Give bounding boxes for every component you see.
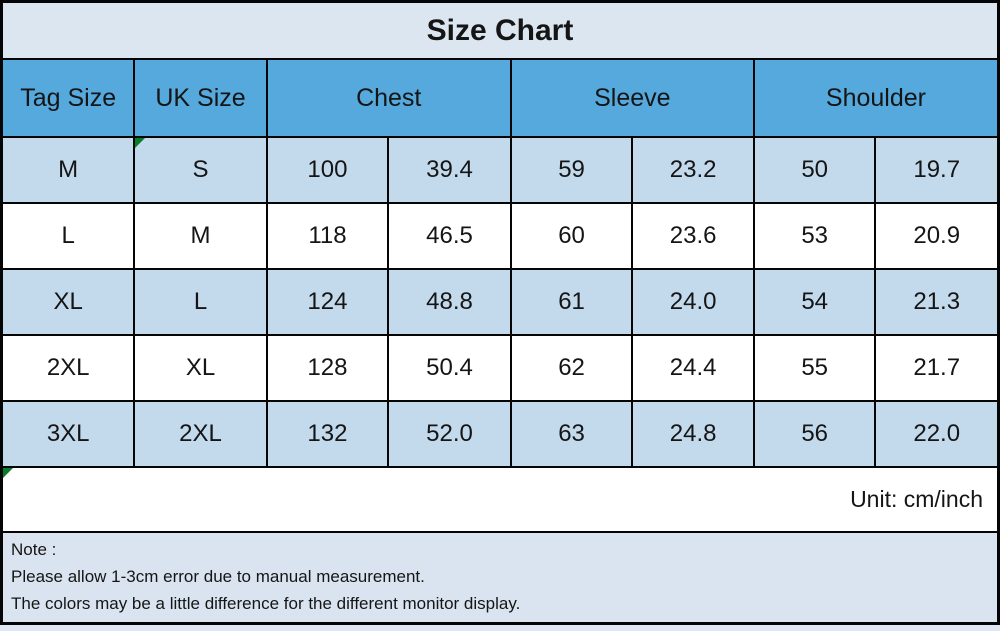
table-cell-sleeve-cm: 63 [511, 402, 632, 466]
table-cell-shoulder-inch: 21.3 [876, 270, 997, 334]
table-cell-shoulder-cm: 54 [754, 270, 875, 334]
column-header-uk-size: UK Size [135, 60, 266, 136]
table-cell-uk-size: M [135, 204, 266, 268]
excel-error-indicator-icon [3, 468, 13, 478]
note-line: The colors may be a little difference fo… [11, 594, 521, 614]
table-cell-sleeve-inch: 23.6 [633, 204, 753, 268]
table-cell-shoulder-inch: 22.0 [876, 402, 997, 466]
table-cell-sleeve-inch: 23.2 [633, 138, 753, 202]
table-cell-tag-size: XL [3, 270, 134, 334]
table-cell-uk-size: XL [135, 336, 266, 400]
table-cell-uk-size: L [135, 270, 266, 334]
table-cell-chest-inch: 52.0 [389, 402, 510, 466]
note-box: Note : Please allow 1-3cm error due to m… [3, 533, 997, 622]
table-cell-chest-cm: 100 [267, 138, 388, 202]
column-header-sleeve: Sleeve [511, 60, 753, 136]
table-cell-shoulder-inch: 20.9 [876, 204, 997, 268]
table-cell-sleeve-cm: 61 [511, 270, 632, 334]
table-cell-sleeve-inch: 24.0 [633, 270, 753, 334]
table-cell-sleeve-inch: 24.4 [633, 336, 753, 400]
column-header-tag-size: Tag Size [3, 60, 134, 136]
page-title: Size Chart [3, 3, 997, 58]
table-cell-chest-cm: 128 [267, 336, 388, 400]
table-cell-sleeve-cm: 60 [511, 204, 632, 268]
table-cell-uk-size: S [135, 138, 266, 202]
column-header-shoulder: Shoulder [754, 60, 997, 136]
table-cell-chest-inch: 46.5 [389, 204, 510, 268]
table-cell-shoulder-inch: 21.7 [876, 336, 997, 400]
table-cell-tag-size: 2XL [3, 336, 134, 400]
table-cell-chest-cm: 124 [267, 270, 388, 334]
table-cell-chest-inch: 39.4 [389, 138, 510, 202]
table-cell-shoulder-cm: 53 [754, 204, 875, 268]
unit-label: Unit: cm/inch [850, 486, 983, 512]
cropped-image-edge [0, 625, 1000, 631]
table-cell-shoulder-cm: 55 [754, 336, 875, 400]
table-cell-value: S [192, 156, 209, 183]
table-cell-tag-size: M [3, 138, 134, 202]
table-cell-shoulder-inch: 19.7 [876, 138, 997, 202]
table-cell-chest-inch: 48.8 [389, 270, 510, 334]
note-heading: Note : [11, 540, 57, 560]
table-cell-sleeve-cm: 62 [511, 336, 632, 400]
table-cell-chest-inch: 50.4 [389, 336, 510, 400]
table-cell-tag-size: 3XL [3, 402, 134, 466]
table-cell-uk-size: 2XL [135, 402, 266, 466]
table-cell-sleeve-cm: 59 [511, 138, 632, 202]
unit-row: Unit: cm/inch [3, 468, 997, 531]
table-cell-chest-cm: 132 [267, 402, 388, 466]
table-cell-chest-cm: 118 [267, 204, 388, 268]
note-line: Please allow 1-3cm error due to manual m… [11, 567, 425, 587]
excel-error-indicator-icon [135, 138, 146, 148]
table-cell-tag-size: L [3, 204, 134, 268]
column-header-chest: Chest [267, 60, 510, 136]
table-cell-shoulder-cm: 50 [754, 138, 875, 202]
table-cell-sleeve-inch: 24.8 [633, 402, 753, 466]
table-cell-shoulder-cm: 56 [754, 402, 875, 466]
